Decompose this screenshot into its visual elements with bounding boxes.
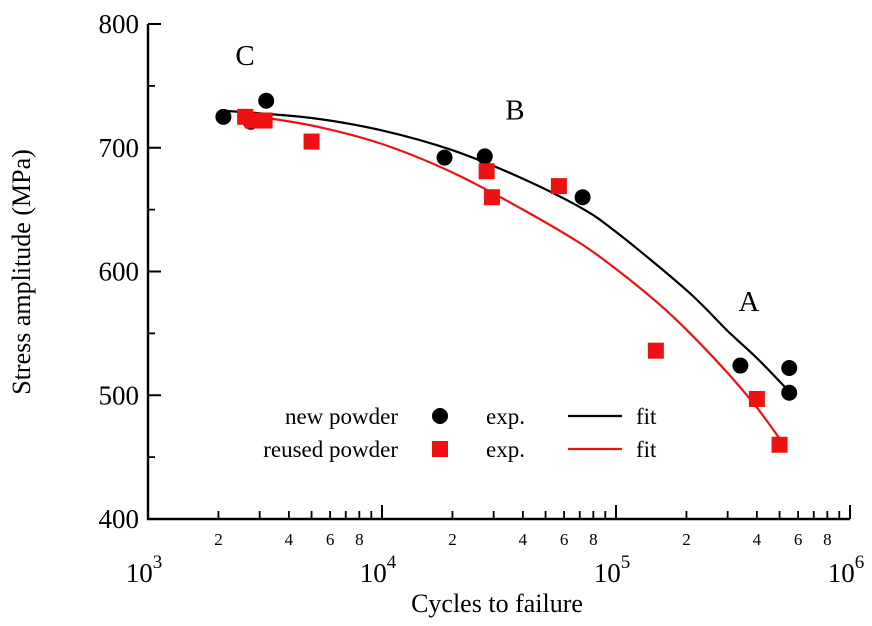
legend-fit-label: fit [636, 437, 657, 462]
data-point-new-powder [574, 189, 591, 206]
x-minor-tick-label: 2 [448, 530, 457, 549]
data-point-new-powder [436, 149, 453, 166]
legend-exp-label: exp. [486, 404, 525, 429]
region-label-a: A [738, 286, 759, 318]
x-axis-ticks: 2 4 6 8 2 4 6 8 2 4 6 8 103 104 105 106 [126, 505, 865, 588]
x-minor-tick-label: 4 [753, 530, 762, 549]
legend-exp-label: exp. [486, 437, 525, 462]
y-axis-label: Stress amplitude (MPa) [7, 149, 36, 395]
data-point-reused-powder [647, 342, 664, 359]
y-tick-label: 700 [99, 133, 140, 163]
data-point-reused-powder [256, 112, 273, 129]
x-minor-tick-label: 2 [214, 530, 223, 549]
data-point-reused-powder [550, 178, 567, 195]
data-point-new-powder [258, 92, 275, 109]
x-minor-tick-label: 6 [794, 530, 803, 549]
data-point-reused-powder [483, 189, 500, 206]
fit-curve-reused-powder [240, 113, 781, 440]
x-minor-tick-label: 4 [285, 530, 294, 549]
x-major-tick-label: 103 [126, 552, 163, 588]
x-axis-label: Cycles to failure [411, 589, 583, 618]
y-tick-label: 400 [99, 504, 140, 534]
legend-marker-square [432, 441, 448, 457]
x-minor-tick-label: 8 [823, 530, 832, 549]
data-point-reused-powder [748, 390, 765, 407]
data-point-reused-powder [303, 133, 320, 150]
x-major-tick-label: 105 [594, 552, 631, 588]
data-point-reused-powder [478, 163, 495, 180]
region-label-b: B [505, 94, 524, 126]
y-tick-label: 800 [99, 9, 140, 39]
y-axis-ticks: 400 500 600 700 800 [99, 9, 161, 534]
y-tick-label: 500 [99, 380, 140, 410]
region-annotations: C B A [235, 40, 759, 318]
data-point-new-powder [215, 108, 232, 125]
x-minor-tick-label: 6 [326, 530, 335, 549]
legend: new powder exp. fit reused powder exp. fit [263, 404, 657, 462]
x-major-tick-label: 104 [360, 552, 397, 588]
y-tick-label: 600 [99, 257, 140, 287]
legend-marker-circle [432, 408, 448, 424]
x-minor-tick-label: 8 [355, 530, 364, 549]
data-point-new-powder [781, 360, 798, 377]
legend-series-label: reused powder [263, 437, 398, 462]
data-point-new-powder [781, 384, 798, 401]
x-minor-tick-label: 2 [682, 530, 691, 549]
data-point-new-powder [476, 148, 493, 165]
legend-fit-label: fit [636, 404, 657, 429]
fit-curve-new-powder [223, 109, 790, 393]
data-point-new-powder [732, 357, 749, 374]
x-major-tick-label: 106 [828, 552, 865, 588]
region-label-c: C [235, 40, 254, 72]
fit-curves [223, 109, 790, 440]
x-minor-tick-label: 8 [589, 530, 598, 549]
legend-series-label: new powder [285, 404, 398, 429]
data-points [215, 92, 798, 453]
x-minor-tick-label: 6 [560, 530, 569, 549]
data-point-reused-powder [771, 436, 788, 453]
x-minor-tick-label: 4 [519, 530, 528, 549]
